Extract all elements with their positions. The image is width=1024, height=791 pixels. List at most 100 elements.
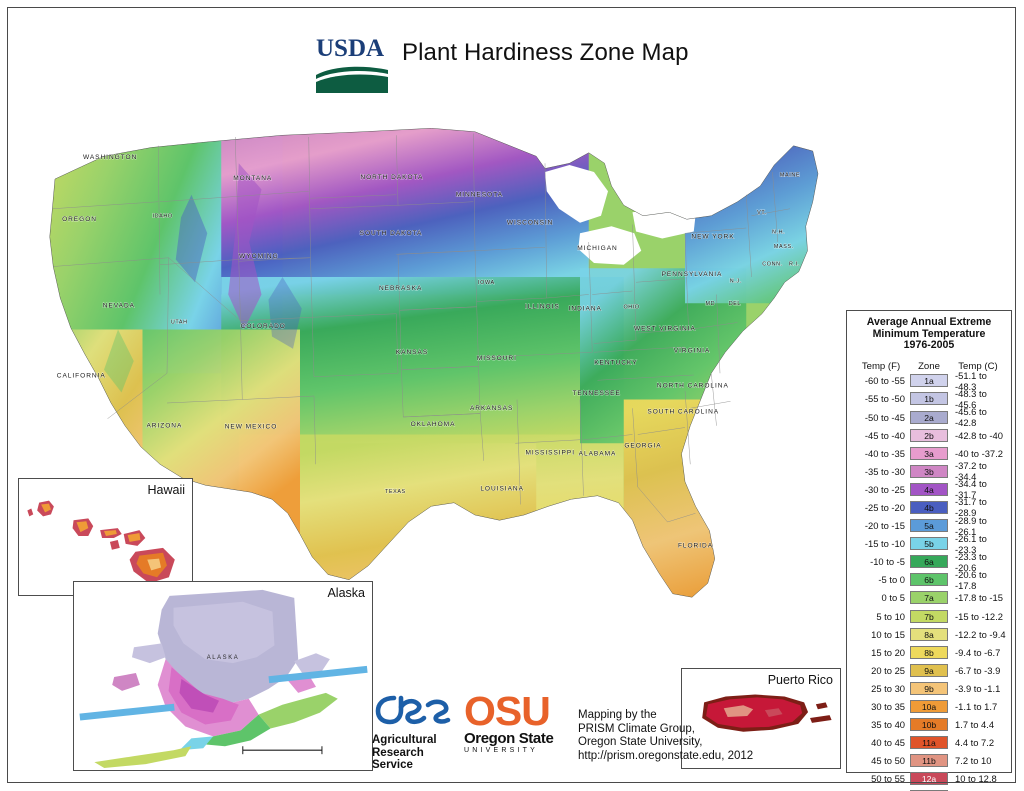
state-label-new-mexico: NEW MEXICO xyxy=(225,423,278,430)
legend-zone-swatch[interactable]: 9b xyxy=(910,681,948,695)
inset-puerto-rico[interactable]: Puerto Rico xyxy=(681,668,841,769)
legend-zone-swatch[interactable]: 1b xyxy=(910,392,948,406)
legend-row[interactable]: -50 to -45 2a -45.6 to -42.8 xyxy=(852,406,1006,428)
legend-zone-swatch[interactable]: 2a xyxy=(910,410,948,424)
legend-temp-c: 1.7 to 4.4 xyxy=(955,719,995,731)
legend-row[interactable]: -45 to -40 2b -42.8 to -40 xyxy=(852,426,1006,444)
legend-zone-swatch[interactable]: 4b xyxy=(910,500,948,514)
state-label-kansas: KANSAS xyxy=(396,349,428,356)
legend-temp-f: 30 to 35 xyxy=(871,701,905,713)
legend-row[interactable]: -20 to -15 5a -28.9 to -26.1 xyxy=(852,515,1006,537)
legend-row[interactable]: 20 to 25 9a -6.7 to -3.9 xyxy=(852,661,1006,679)
legend-zone-swatch[interactable]: 5b xyxy=(910,537,948,551)
us-hardiness-map[interactable]: WASHINGTON OREGON IDAHO MONTANA WYOMING NEVAD… xyxy=(20,72,860,692)
legend-zone-swatch[interactable]: 8a xyxy=(910,627,948,641)
state-label-new-york: NEW YORK xyxy=(691,234,734,241)
legend-zone-swatch[interactable]: 10b xyxy=(910,718,948,732)
legend-zone-swatch[interactable]: 6b xyxy=(910,573,948,587)
legend-row[interactable]: -60 to -55 1a -51.1 to -48.3 xyxy=(852,370,1006,392)
inset-title-alaska: Alaska xyxy=(327,586,365,600)
state-label-texas: TEXAS xyxy=(385,489,406,495)
state-boundaries xyxy=(52,133,791,523)
legend-temp-f: -55 to -50 xyxy=(864,393,905,405)
state-label-utah: UTAH xyxy=(171,319,188,325)
legend-header-temp-c: Temp (C) xyxy=(958,360,998,372)
legend-temp-c: -23.3 to -20.6 xyxy=(955,550,987,573)
legend-zone-swatch[interactable]: 6a xyxy=(910,555,948,569)
legend-zone-swatch[interactable]: 7b xyxy=(910,609,948,623)
page-header: USDA Plant Hardiness Zone Map xyxy=(316,36,689,93)
legend-row[interactable]: 0 to 5 7a -17.8 to -15 xyxy=(852,589,1006,607)
legend-title-line-3: 1976-2005 xyxy=(903,339,955,352)
legend-row[interactable]: 40 to 45 11a 4.4 to 7.2 xyxy=(852,734,1006,752)
legend-row[interactable]: 5 to 10 7b -15 to -12.2 xyxy=(852,607,1006,625)
canada-band xyxy=(79,665,368,721)
pr-landmass xyxy=(702,694,832,732)
state-label-kentucky: KENTUCKY xyxy=(594,360,637,367)
mapping-attribution: Mapping by the PRISM Climate Group, Oreg… xyxy=(578,709,753,763)
legend-zone-swatch[interactable]: 7a xyxy=(910,591,948,605)
legend-temp-f: -35 to -30 xyxy=(864,465,905,477)
state-label-oklahoma: OKLAHOMA xyxy=(411,421,456,428)
legend-zone-swatch[interactable]: 2b xyxy=(910,428,948,442)
legend-row[interactable]: 30 to 35 10a -1.1 to 1.7 xyxy=(852,697,1006,715)
zone-legend[interactable]: Average Annual Extreme Minimum Temperatu… xyxy=(846,310,1012,791)
mapping-line-2: PRISM Climate Group, xyxy=(578,722,695,735)
legend-row[interactable]: -35 to -30 3b -37.2 to -34.4 xyxy=(852,460,1006,482)
state-label-north-dakota: NORTH DAKOTA xyxy=(360,174,423,181)
legend-zone-swatch[interactable]: 12a xyxy=(910,772,948,786)
legend-zone-swatch[interactable]: 11b xyxy=(910,754,948,768)
legend-temp-f: 5 to 10 xyxy=(876,610,905,622)
legend-temp-c: -48.3 to -45.6 xyxy=(955,387,987,410)
legend-row[interactable]: 45 to 50 11b 7.2 to 10 xyxy=(852,752,1006,770)
inset-alaska[interactable]: ALASKA Alaska xyxy=(73,581,373,771)
legend-row[interactable]: 15 to 20 8b -9.4 to -6.7 xyxy=(852,643,1006,661)
state-label-md: MD xyxy=(706,301,716,307)
legend-temp-f: 45 to 50 xyxy=(871,755,905,767)
legend-temp-c: -9.4 to -6.7 xyxy=(955,646,1001,658)
state-label-indiana: INDIANA xyxy=(569,305,602,312)
legend-temp-c: 7.2 to 10 xyxy=(955,755,992,767)
legend-rows[interactable]: -60 to -55 1a -51.1 to -48.3 -55 to -50 1b -4… xyxy=(852,370,1006,791)
legend-zone-swatch[interactable]: 5a xyxy=(910,519,948,533)
state-label-mississippi: MISSISSIPPI xyxy=(525,450,575,457)
legend-row[interactable]: 35 to 40 10b 1.7 to 4.4 xyxy=(852,716,1006,734)
legend-row[interactable]: -10 to -5 6a -23.3 to -20.6 xyxy=(852,550,1006,573)
legend-zone-swatch[interactable]: 1a xyxy=(910,374,948,388)
credits-block: Agricultural Research Service OSU Oregon… xyxy=(372,691,753,772)
legend-zone-swatch[interactable]: 3a xyxy=(910,446,948,460)
state-label-west-virginia: WEST VIRGINIA xyxy=(634,325,696,332)
state-label-wyoming: WYOMING xyxy=(239,253,278,260)
legend-zone-swatch[interactable]: 8b xyxy=(910,645,948,659)
legend-zone-swatch[interactable]: 11a xyxy=(910,736,948,750)
legend-temp-c: -17.8 to -15 xyxy=(955,592,1003,604)
state-label-idaho: IDAHO xyxy=(153,214,173,220)
legend-row[interactable]: 25 to 30 9b -3.9 to -1.1 xyxy=(852,679,1006,697)
state-label-mass: MASS. xyxy=(774,244,794,250)
alaska-state-label: ALASKA xyxy=(207,655,240,661)
legend-zone-swatch[interactable]: 3b xyxy=(910,464,948,478)
legend-zone-swatch[interactable]: 9a xyxy=(910,663,948,677)
legend-row[interactable]: -5 to 0 6b -20.6 to -17.8 xyxy=(852,569,1006,591)
legend-row[interactable]: 10 to 15 8a -12.2 to -9.4 xyxy=(852,625,1006,643)
state-label-virginia: VIRGINIA xyxy=(674,347,710,354)
mapping-line-3: Oregon State University, xyxy=(578,736,703,748)
state-label-louisiana: LOUISIANA xyxy=(480,486,524,493)
hawaii-map-svg xyxy=(27,500,175,584)
legend-zone-swatch[interactable]: 4a xyxy=(910,482,948,496)
ars-mark-icon xyxy=(375,695,451,725)
inset-hawaii[interactable]: Hawaii xyxy=(18,478,193,596)
legend-temp-f: -45 to -40 xyxy=(864,429,905,441)
legend-row[interactable]: -15 to -10 5b -26.1 to -23.3 xyxy=(852,533,1006,555)
legend-row[interactable]: -30 to -25 4a -34.4 to -31.7 xyxy=(852,478,1006,500)
legend-zone-swatch[interactable]: 10a xyxy=(910,700,948,714)
state-label-n-h: N.H. xyxy=(772,229,785,235)
state-label-group: WASHINGTON OREGON IDAHO MONTANA WYOMING NEVAD… xyxy=(56,153,800,550)
legend-row[interactable]: -40 to -35 3a -40 to -37.2 xyxy=(852,444,1006,462)
legend-temp-f: 35 to 40 xyxy=(871,719,905,731)
legend-row[interactable]: 50 to 55 12a 10 to 12.8 xyxy=(852,770,1006,788)
legend-row[interactable]: -55 to -50 1b -48.3 to -45.6 xyxy=(852,387,1006,410)
us-map-svg[interactable]: WASHINGTON OREGON IDAHO MONTANA WYOMING NEVAD… xyxy=(20,72,860,692)
legend-row[interactable]: -25 to -20 4b -31.7 to -28.9 xyxy=(852,496,1006,518)
